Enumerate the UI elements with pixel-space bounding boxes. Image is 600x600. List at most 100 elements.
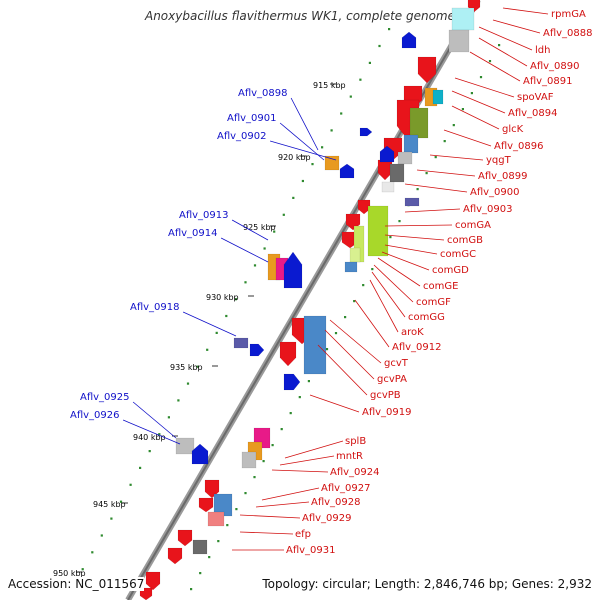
gc-dot-outer	[186, 382, 190, 385]
map-title: Anoxybacillus flavithermus WK1, complete…	[144, 9, 455, 23]
label-leader	[255, 501, 310, 508]
gc-dot-inner	[371, 268, 374, 271]
label-leader	[271, 469, 329, 473]
gc-dot-inner	[235, 508, 238, 511]
gene-label-right: spoVAF	[517, 92, 554, 103]
gc-dot-outer	[225, 314, 228, 318]
gene-red	[167, 547, 183, 565]
label-leader	[279, 455, 335, 466]
gc-dot-inner	[217, 540, 220, 543]
label-leader	[429, 154, 484, 161]
gc-dot-inner	[208, 556, 211, 559]
gc-dot-outer	[388, 28, 391, 31]
gene-pink-light	[207, 511, 225, 527]
gc-dot-inner	[307, 380, 310, 383]
gc-dot-inner	[443, 140, 446, 143]
label-leader	[324, 329, 375, 380]
gc-dot-inner	[425, 172, 428, 175]
gene-label-left: Aflv_0902	[217, 131, 267, 142]
gene-label-right: gcvPB	[370, 390, 401, 401]
tick-label: 930 kbp	[206, 293, 239, 302]
gc-dot-outer	[158, 433, 161, 436]
tick-label: 915 kbp	[313, 81, 346, 90]
gene-label-right: yqgT	[486, 155, 512, 166]
gene-label-right: efp	[295, 529, 311, 540]
label-leader	[416, 169, 476, 177]
gene-darkgrey	[192, 539, 208, 555]
gc-dot-outer	[282, 213, 285, 216]
gene-label-right: mntR	[336, 451, 363, 462]
label-leader	[261, 487, 320, 501]
label-leader	[269, 140, 337, 161]
gene-label-right: Aflv_0927	[321, 483, 371, 494]
gc-dot-outer	[129, 483, 132, 486]
label-leader	[309, 394, 360, 413]
gc-dot-inner	[244, 492, 247, 495]
gene-red	[198, 497, 214, 513]
gene-red	[357, 199, 371, 215]
gc-dot-inner	[353, 300, 356, 303]
gene-label-left: Aflv_0914	[168, 228, 218, 239]
label-leader	[369, 279, 399, 333]
gc-dot-outer	[234, 298, 237, 301]
gc-dot-outer	[301, 179, 304, 183]
gene-label-right: comGB	[447, 235, 483, 246]
gene-label-right: splB	[345, 436, 366, 447]
gc-dot-inner	[498, 44, 501, 47]
gene-label-right: Aflv_0931	[286, 545, 336, 556]
gene-blue-left	[191, 443, 209, 465]
gene-label-right: Aflv_0928	[311, 497, 361, 508]
gc-dot-outer	[359, 78, 362, 81]
gene-label-right: Aflv_0929	[302, 513, 352, 524]
label-leader	[377, 257, 421, 287]
gc-dot-outer	[321, 146, 324, 149]
gene-blue-arrow	[283, 373, 301, 391]
gene-label-right: Aflv_0894	[508, 108, 558, 119]
gene-label-right: Aflv_0890	[530, 61, 580, 72]
gene-label-right: rpmGA	[551, 9, 586, 20]
label-leader	[373, 264, 414, 303]
gc-dot-outer	[110, 517, 113, 520]
gene-label-right: comGA	[455, 220, 491, 231]
gc-dot-outer	[292, 196, 295, 199]
gene-label-right: Aflv_0899	[478, 171, 528, 182]
gene-label-left: Aflv_0926	[70, 410, 120, 421]
gc-dot-inner	[434, 156, 437, 159]
gene-red	[417, 56, 437, 84]
label-leader	[451, 90, 506, 114]
label-leader	[279, 122, 325, 161]
gene-label-left: Aflv_0925	[80, 392, 130, 403]
gene-navy	[404, 197, 420, 207]
label-leader	[231, 219, 269, 241]
gc-dot-inner	[461, 108, 464, 111]
label-leader	[384, 244, 438, 255]
gene-teal	[432, 89, 444, 105]
gc-dot-outer	[368, 61, 371, 64]
label-leader	[220, 237, 269, 263]
gene-label-right: Aflv_0919	[362, 407, 412, 418]
gc-dot-outer	[330, 129, 333, 132]
gc-dot-outer	[263, 247, 266, 250]
gene-blue-left	[379, 145, 395, 163]
label-leader	[381, 251, 430, 271]
gc-dot-inner	[289, 412, 292, 415]
gc-dot-inner	[226, 524, 229, 527]
gene-blue-large	[303, 315, 327, 375]
label-leader	[404, 208, 461, 213]
label-leader	[239, 531, 294, 535]
tick-label: 945 kbp	[93, 500, 126, 509]
label-leader	[384, 224, 453, 227]
gc-dot-inner	[334, 332, 338, 335]
gc-dot-inner	[416, 188, 419, 191]
gc-dot-inner	[190, 588, 193, 591]
gc-dot-outer	[100, 534, 103, 537]
gene-label-left: Aflv_0898	[238, 88, 288, 99]
gene-label-right: Aflv_0912	[392, 342, 442, 353]
gene-red	[177, 529, 193, 547]
gc-dot-inner	[262, 460, 265, 463]
topology-text: Topology: circular; Length: 2,846,746 bp…	[262, 577, 592, 591]
gc-dot-inner	[488, 60, 492, 63]
gene-label-right: comGC	[440, 249, 476, 260]
tick-label: 950 kbp	[53, 569, 86, 578]
